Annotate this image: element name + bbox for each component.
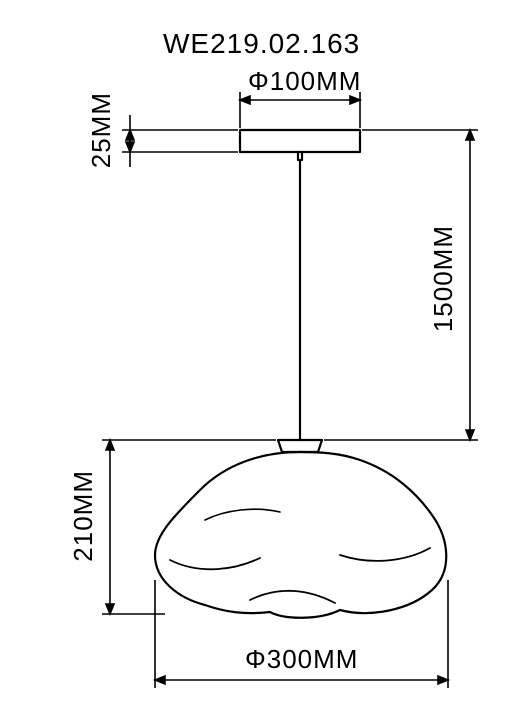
shade-cap bbox=[278, 440, 322, 452]
label-canopy-height: 25MM bbox=[86, 92, 117, 168]
shade-outline bbox=[155, 452, 446, 618]
canopy bbox=[240, 130, 360, 152]
label-shade-diameter: Φ300MM bbox=[245, 644, 358, 675]
dim-canopy-diameter bbox=[240, 92, 360, 128]
label-cord-length: 1500MM bbox=[428, 225, 459, 332]
product-code: WE219.02.163 bbox=[163, 28, 360, 60]
label-shade-height: 210MM bbox=[68, 470, 99, 562]
lamp-outline bbox=[155, 130, 446, 618]
dim-shade-height bbox=[102, 440, 276, 614]
drawing-svg bbox=[0, 0, 530, 720]
dim-canopy-height bbox=[122, 115, 238, 167]
label-canopy-diameter: Φ100MM bbox=[248, 66, 361, 97]
technical-drawing: WE219.02.163 Φ100MM 25MM 1500MM 210MM Φ3… bbox=[0, 0, 530, 720]
